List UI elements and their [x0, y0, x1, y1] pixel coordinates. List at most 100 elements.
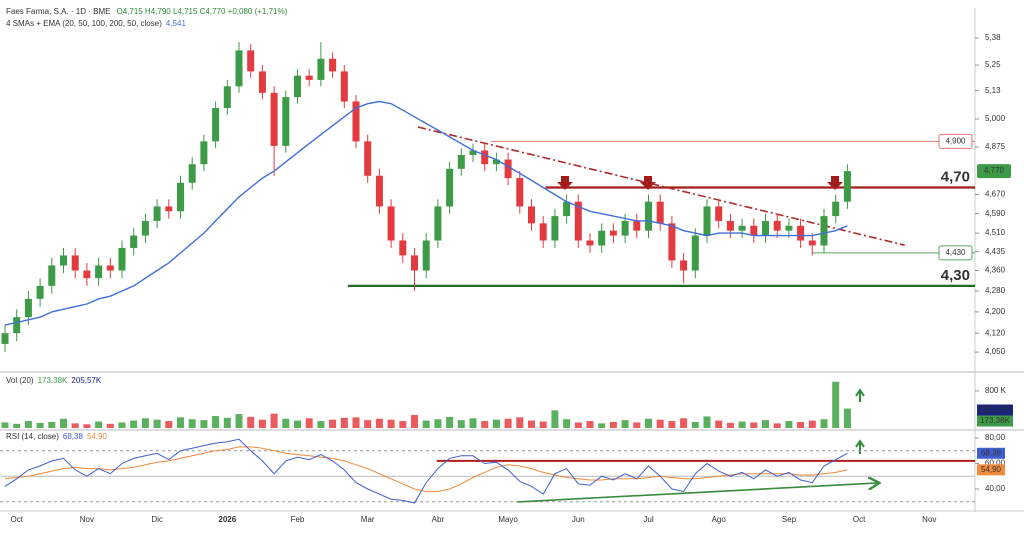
volume-bar — [656, 419, 664, 428]
rsi-title: RSI (14, close) — [6, 432, 59, 441]
candle-body — [270, 92, 278, 146]
candle-body — [317, 58, 325, 80]
candle-body — [586, 240, 594, 246]
y-tick-label: 4,280 — [985, 286, 1006, 295]
candle-body — [352, 101, 360, 142]
candle-body — [785, 225, 793, 231]
volume-bar — [633, 422, 641, 428]
candle-body — [528, 206, 535, 224]
candle-body — [621, 220, 629, 236]
candle-body — [387, 206, 395, 241]
volume-bar — [317, 421, 325, 428]
candle-body — [843, 171, 851, 202]
candle-body — [340, 71, 348, 102]
volume-bar — [375, 418, 383, 428]
candle-body — [422, 240, 430, 271]
y-tick-label: 4,875 — [985, 142, 1006, 151]
candle-body — [492, 159, 500, 165]
indicator-header: 4 SMAs + EMA (20, 50, 100, 200, 50, clos… — [6, 19, 186, 28]
candle-body — [750, 225, 758, 236]
volume-bar — [797, 421, 805, 428]
volume-bar — [492, 419, 500, 428]
volume-bar — [703, 416, 711, 428]
candle-body — [598, 230, 606, 246]
candle-body — [95, 265, 103, 279]
candle-body — [399, 240, 407, 256]
x-tick-label: Mayo — [498, 515, 518, 524]
volume-bar — [481, 421, 489, 428]
level-box — [938, 245, 973, 261]
y-tick-label: 4,510 — [985, 228, 1006, 237]
y-tick-label: 4,360 — [985, 266, 1006, 275]
volume-bar — [305, 418, 313, 428]
volume-bar — [726, 422, 734, 428]
level-label: 4,900 — [945, 136, 966, 145]
rsi-trend — [517, 483, 877, 503]
last-price-label: 4,770 — [984, 166, 1005, 175]
x-tick-label: Oct — [853, 515, 866, 524]
candle-body — [726, 220, 734, 231]
candle-body — [200, 141, 208, 165]
candle-body — [177, 182, 184, 212]
rsi-box — [977, 464, 1005, 476]
up-arrow — [855, 439, 865, 454]
volume-bar — [715, 420, 723, 428]
x-tick-label: Nov — [922, 515, 936, 524]
x-tick-label: 2026 — [218, 515, 236, 524]
volume-title: Vol (20) — [6, 376, 34, 385]
volume-bar — [399, 421, 407, 428]
candle-body — [633, 220, 641, 231]
candle-body — [130, 235, 138, 248]
volume-bar — [563, 419, 571, 428]
rsi-box-label: 68,38 — [981, 448, 1002, 457]
volume-bar — [668, 421, 676, 428]
candle-body — [153, 206, 161, 221]
volume-bar — [1, 422, 9, 428]
candle-body — [141, 220, 149, 236]
rsi-header: RSI (14, close) 68,38 54,90 — [6, 432, 108, 441]
candle-body — [457, 155, 465, 169]
indicator-value: 4,541 — [166, 19, 187, 28]
y-tick-label: 4,670 — [985, 190, 1006, 199]
y-tick-label: 4,590 — [985, 209, 1006, 218]
y-tick-label: 5,38 — [985, 33, 1001, 42]
volume-bar — [95, 421, 103, 428]
candle-body — [574, 201, 582, 241]
volume-bar — [165, 421, 173, 428]
candle-body — [738, 225, 746, 231]
volume-bar — [457, 420, 465, 428]
volume-bar — [200, 420, 208, 428]
y-tick-label: 4,200 — [985, 307, 1006, 316]
candle-body — [539, 223, 547, 241]
candle-body — [551, 216, 559, 241]
rsi-legend: 54,90 — [87, 432, 108, 441]
volume-bar — [24, 421, 32, 428]
volume-bar — [153, 419, 161, 428]
x-tick-label: Ago — [712, 515, 727, 524]
volume-bar — [340, 417, 348, 428]
level-label: 4,430 — [945, 248, 966, 257]
candle-body — [329, 58, 337, 72]
volume-box-label: 173,38K — [980, 416, 1010, 425]
candle-body — [469, 150, 477, 156]
volume-bar — [247, 416, 255, 428]
candle-body — [563, 201, 571, 217]
candle-body — [820, 216, 828, 246]
volume-bar — [223, 417, 231, 428]
volume-bar — [282, 418, 290, 428]
volume-bar — [60, 418, 67, 428]
candle-body — [282, 97, 290, 146]
volume-bar — [785, 421, 793, 428]
volume-bar — [680, 418, 688, 428]
volume-bar — [738, 421, 746, 428]
indicator: 4 SMAs + EMA (20, 50, 100, 200, 50, clos… — [6, 19, 162, 28]
candle-body — [83, 270, 91, 279]
rsi-box-label: 54,90 — [981, 465, 1002, 474]
y-tick-label: 800 K — [985, 386, 1007, 395]
candle-body — [118, 247, 126, 271]
candle-body — [715, 206, 723, 221]
volume-box-label: 205,57K — [980, 405, 1010, 414]
ema-line — [4, 100, 848, 326]
volume-bar — [130, 420, 138, 428]
candle-body — [223, 86, 231, 109]
